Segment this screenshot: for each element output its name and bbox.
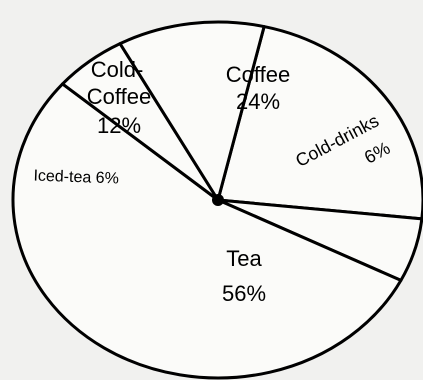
pie-slice-tea	[11, 82, 403, 380]
slice-label-cold-coffee-line1: Cold-	[91, 57, 144, 82]
slice-label-cold-coffee-line2: Coffee	[87, 84, 151, 109]
slice-label-iced-tea-name: Iced-tea	[33, 168, 91, 187]
slice-value-cold-coffee: 12%	[97, 113, 141, 138]
slice-value-iced-tea: 6%	[95, 170, 119, 188]
pie-slices	[11, 20, 423, 380]
slice-label-tea: Tea	[226, 246, 262, 271]
pie-center-dot	[212, 194, 224, 206]
pie-slice-cold-coffee	[118, 20, 266, 202]
slice-label-coffee: Coffee	[226, 62, 290, 87]
slice-value-tea: 56%	[222, 281, 266, 306]
slice-label-iced-tea: Iced-tea 6%	[33, 168, 119, 188]
slice-value-coffee: 24%	[236, 89, 280, 114]
